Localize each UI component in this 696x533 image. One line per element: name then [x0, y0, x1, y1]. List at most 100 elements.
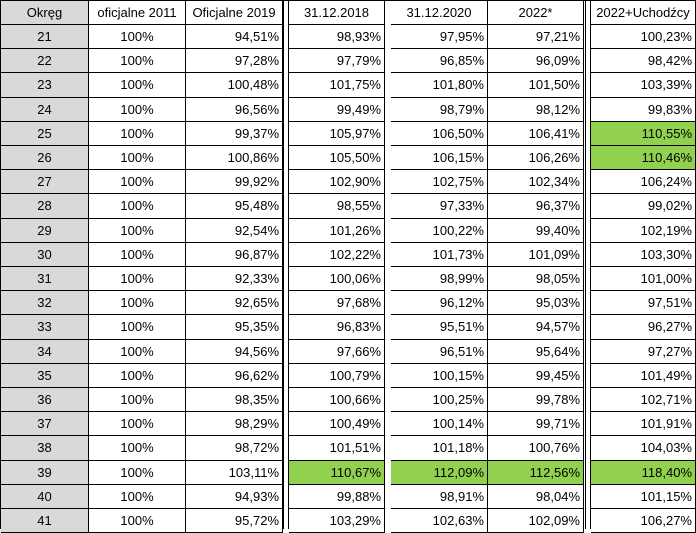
table-cell-oficjalne-2019[interactable]: 98,35% — [186, 388, 283, 412]
column-header-okreg[interactable]: Okręg — [1, 1, 89, 25]
table-cell-31-12-2020[interactable]: 101,73% — [391, 243, 488, 267]
table-cell-2022[interactable]: 96,09% — [488, 49, 584, 73]
table-cell-31-12-2020[interactable]: 95,51% — [391, 315, 488, 340]
table-cell-31-12-2020[interactable]: 96,85% — [391, 49, 488, 73]
row-header-cell[interactable]: 38 — [1, 436, 89, 461]
table-cell-31-12-2020[interactable]: 101,80% — [391, 73, 488, 98]
table-cell-oficjalne-2011[interactable]: 100% — [89, 291, 186, 315]
table-cell-31-12-2018[interactable]: 102,90% — [289, 170, 385, 194]
table-cell-31-12-2020[interactable]: 100,14% — [391, 412, 488, 436]
table-cell-2022-uchodzcy[interactable]: 99,83% — [591, 98, 696, 122]
table-cell-2022-uchodzcy[interactable]: 103,30% — [591, 243, 696, 267]
table-cell-oficjalne-2019[interactable]: 94,56% — [186, 340, 283, 364]
table-cell-oficjalne-2011[interactable]: 100% — [89, 340, 186, 364]
table-cell-oficjalne-2011[interactable]: 100% — [89, 364, 186, 388]
table-cell-oficjalne-2011[interactable]: 100% — [89, 146, 186, 170]
table-cell-31-12-2018[interactable]: 105,50% — [289, 146, 385, 170]
table-cell-oficjalne-2011[interactable]: 100% — [89, 25, 186, 49]
table-cell-2022[interactable]: 98,12% — [488, 98, 584, 122]
column-header-31-12-2020[interactable]: 31.12.2020 — [391, 1, 488, 25]
table-cell-2022[interactable]: 96,37% — [488, 194, 584, 219]
table-cell-31-12-2020[interactable]: 96,51% — [391, 340, 488, 364]
table-cell-31-12-2018[interactable]: 96,83% — [289, 315, 385, 340]
table-cell-31-12-2020[interactable]: 96,12% — [391, 291, 488, 315]
table-cell-2022-uchodzcy[interactable]: 102,19% — [591, 219, 696, 243]
table-cell-2022[interactable]: 99,40% — [488, 219, 584, 243]
row-header-cell[interactable]: 29 — [1, 219, 89, 243]
row-header-cell[interactable]: 37 — [1, 412, 89, 436]
row-header-cell[interactable]: 31 — [1, 267, 89, 291]
table-cell-oficjalne-2019[interactable]: 95,48% — [186, 194, 283, 219]
table-cell-31-12-2018[interactable]: 100,79% — [289, 364, 385, 388]
table-cell-oficjalne-2011[interactable]: 100% — [89, 219, 186, 243]
table-cell-2022-uchodzcy[interactable]: 96,27% — [591, 315, 696, 340]
table-cell-31-12-2018[interactable]: 105,97% — [289, 122, 385, 146]
table-cell-2022[interactable]: 102,34% — [488, 170, 584, 194]
table-cell-oficjalne-2011[interactable]: 100% — [89, 412, 186, 436]
table-cell-31-12-2018[interactable]: 103,29% — [289, 509, 385, 533]
table-cell-31-12-2020[interactable]: 98,91% — [391, 485, 488, 509]
table-cell-2022[interactable]: 95,64% — [488, 340, 584, 364]
table-cell-oficjalne-2011[interactable]: 100% — [89, 267, 186, 291]
column-header-2022[interactable]: 2022* — [488, 1, 584, 25]
row-header-cell[interactable]: 23 — [1, 73, 89, 98]
table-cell-oficjalne-2019[interactable]: 99,92% — [186, 170, 283, 194]
table-cell-31-12-2018[interactable]: 110,67% — [289, 461, 385, 485]
column-header-oficjalne-2011[interactable]: oficjalne 2011 — [89, 1, 186, 25]
table-cell-oficjalne-2019[interactable]: 95,35% — [186, 315, 283, 340]
table-cell-oficjalne-2019[interactable]: 92,65% — [186, 291, 283, 315]
table-cell-31-12-2018[interactable]: 101,75% — [289, 73, 385, 98]
table-cell-oficjalne-2019[interactable]: 96,56% — [186, 98, 283, 122]
table-cell-31-12-2020[interactable]: 100,15% — [391, 364, 488, 388]
table-cell-31-12-2018[interactable]: 102,22% — [289, 243, 385, 267]
table-cell-2022-uchodzcy[interactable]: 103,39% — [591, 73, 696, 98]
table-cell-31-12-2020[interactable]: 97,95% — [391, 25, 488, 49]
table-cell-31-12-2018[interactable]: 97,79% — [289, 49, 385, 73]
table-cell-oficjalne-2019[interactable]: 98,29% — [186, 412, 283, 436]
table-cell-oficjalne-2019[interactable]: 100,48% — [186, 73, 283, 98]
table-cell-2022-uchodzcy[interactable]: 101,15% — [591, 485, 696, 509]
table-cell-2022-uchodzcy[interactable]: 106,24% — [591, 170, 696, 194]
table-cell-2022-uchodzcy[interactable]: 101,49% — [591, 364, 696, 388]
table-cell-oficjalne-2011[interactable]: 100% — [89, 509, 186, 533]
table-cell-31-12-2018[interactable]: 101,26% — [289, 219, 385, 243]
table-cell-2022[interactable]: 99,71% — [488, 412, 584, 436]
table-cell-31-12-2020[interactable]: 100,25% — [391, 388, 488, 412]
table-cell-31-12-2020[interactable]: 102,75% — [391, 170, 488, 194]
table-cell-oficjalne-2019[interactable]: 97,28% — [186, 49, 283, 73]
table-cell-2022[interactable]: 94,57% — [488, 315, 584, 340]
row-header-cell[interactable]: 25 — [1, 122, 89, 146]
table-cell-2022[interactable]: 106,26% — [488, 146, 584, 170]
row-header-cell[interactable]: 30 — [1, 243, 89, 267]
column-header-31-12-2018[interactable]: 31.12.2018 — [289, 1, 385, 25]
row-header-cell[interactable]: 26 — [1, 146, 89, 170]
table-cell-2022-uchodzcy[interactable]: 99,02% — [591, 194, 696, 219]
table-cell-31-12-2018[interactable]: 100,66% — [289, 388, 385, 412]
table-cell-2022[interactable]: 106,41% — [488, 122, 584, 146]
row-header-cell[interactable]: 39 — [1, 461, 89, 485]
row-header-cell[interactable]: 33 — [1, 315, 89, 340]
table-cell-oficjalne-2011[interactable]: 100% — [89, 243, 186, 267]
table-cell-oficjalne-2011[interactable]: 100% — [89, 122, 186, 146]
table-cell-2022[interactable]: 112,56% — [488, 461, 584, 485]
table-cell-31-12-2018[interactable]: 99,88% — [289, 485, 385, 509]
table-cell-31-12-2020[interactable]: 102,63% — [391, 509, 488, 533]
table-cell-oficjalne-2011[interactable]: 100% — [89, 49, 186, 73]
table-cell-oficjalne-2019[interactable]: 92,54% — [186, 219, 283, 243]
table-cell-oficjalne-2011[interactable]: 100% — [89, 73, 186, 98]
row-header-cell[interactable]: 34 — [1, 340, 89, 364]
table-cell-oficjalne-2019[interactable]: 95,72% — [186, 509, 283, 533]
table-cell-oficjalne-2019[interactable]: 96,87% — [186, 243, 283, 267]
table-cell-2022-uchodzcy[interactable]: 110,55% — [591, 122, 696, 146]
table-cell-2022[interactable]: 97,21% — [488, 25, 584, 49]
table-cell-oficjalne-2019[interactable]: 96,62% — [186, 364, 283, 388]
table-cell-2022[interactable]: 98,05% — [488, 267, 584, 291]
row-header-cell[interactable]: 27 — [1, 170, 89, 194]
table-cell-2022[interactable]: 98,04% — [488, 485, 584, 509]
table-cell-31-12-2018[interactable]: 97,66% — [289, 340, 385, 364]
table-cell-oficjalne-2011[interactable]: 100% — [89, 485, 186, 509]
table-cell-2022-uchodzcy[interactable]: 101,00% — [591, 267, 696, 291]
table-cell-oficjalne-2019[interactable]: 103,11% — [186, 461, 283, 485]
table-cell-2022[interactable]: 102,09% — [488, 509, 584, 533]
table-cell-31-12-2020[interactable]: 98,99% — [391, 267, 488, 291]
